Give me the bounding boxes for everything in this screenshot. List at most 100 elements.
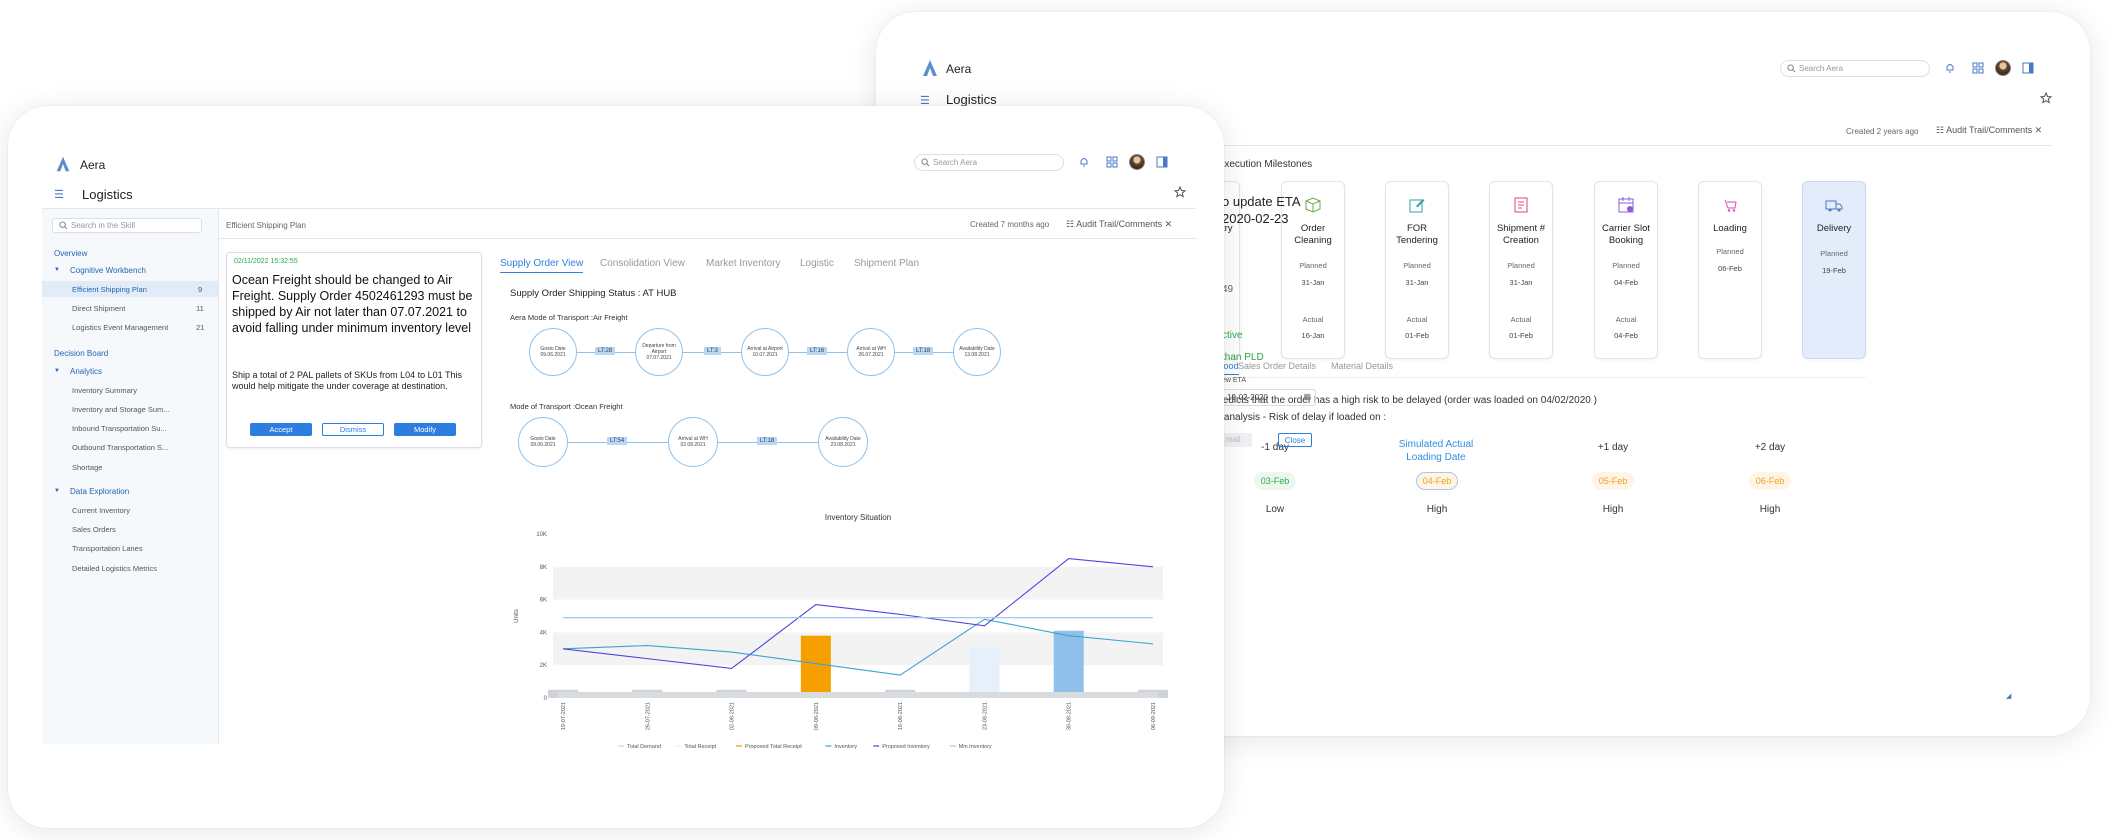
sidebar-decision-board[interactable]: Decision Board [54, 349, 109, 358]
y-tick-label: 2K [540, 663, 547, 669]
apps-grid-icon[interactable] [1972, 62, 1984, 74]
bell-icon[interactable] [1944, 62, 1956, 74]
legend-entry: Proposed Total Receipt [745, 744, 802, 750]
sidebar-item-exploration[interactable]: Current Inventory [72, 506, 130, 515]
tab-material-details[interactable]: Material Details [1331, 361, 1394, 371]
sidebar-cognitive-workbench[interactable]: Cognitive Workbench [70, 266, 146, 275]
dismiss-button[interactable]: Dismiss [322, 423, 384, 436]
sidebar-item-direct-shipment[interactable]: Direct Shipment [72, 304, 126, 313]
lead-time-badge: LT:3 [704, 347, 721, 355]
x-tick-label: 19-07-2021 [561, 702, 567, 730]
milestones-title: Logistics Execution Milestones [1176, 159, 1313, 170]
apps-grid-icon[interactable] [1106, 156, 1118, 168]
timeline-node: Departure from Airport 07.07.2021 [635, 328, 683, 376]
y-tick-label: 8K [540, 565, 547, 571]
tab-logistic[interactable]: Logistic [800, 258, 834, 269]
sidebar-item-logistics-event-management[interactable]: Logistics Event Management [72, 323, 169, 332]
star-icon[interactable] [2040, 92, 2052, 104]
x-tick-label: 02-08-2021 [730, 702, 736, 730]
eta-status-active: ctive [1222, 330, 1243, 341]
breadcrumb: Efficient Shipping Plan [226, 221, 306, 230]
y-tick-label: 4K [540, 630, 547, 636]
sidebar-analytics[interactable]: Analytics [70, 367, 103, 376]
sidebar-item-analytics[interactable]: Shortage [72, 463, 103, 472]
star-icon[interactable] [1174, 186, 1186, 198]
panel-toggle-icon[interactable] [1156, 156, 1168, 168]
avatar[interactable] [1129, 154, 1145, 170]
sidebar-item-analytics[interactable]: Inventory and Storage Sum... [72, 405, 170, 414]
sidebar-count: 9 [198, 285, 203, 294]
close-button[interactable]: Close [1278, 433, 1312, 447]
search-input[interactable]: Search Aera [914, 154, 1064, 171]
lead-time-badge: LT:18 [913, 347, 934, 355]
app-name: Aera [80, 158, 106, 172]
milestone-for-tendering: FOR Tendering Planned 31-Jan Actual 01-F… [1385, 181, 1449, 359]
timeline-node: Availability Date 13.08.2021 [953, 328, 1001, 376]
card-headline: Ocean Freight should be changed to Air F… [232, 273, 473, 335]
timeline-node: Availability Date 23.08.2021 [818, 417, 868, 467]
bar [969, 647, 1000, 698]
scenario-risk: Low [1265, 504, 1285, 515]
edit-icon [1409, 199, 1425, 213]
page-title: Logistics [82, 187, 133, 202]
menu-icon[interactable]: ☰ [920, 95, 930, 107]
avatar[interactable] [1995, 60, 2011, 76]
scenario-date-pill[interactable]: 05-Feb [1592, 472, 1634, 490]
x-tick-label: 09-08-2021 [814, 702, 820, 730]
scenario-date-pill[interactable]: 06-Feb [1749, 472, 1791, 490]
sidebar-item-active-bg [42, 281, 218, 297]
new-eta-field[interactable]: 19-02-2020 ▦ [1222, 389, 1316, 406]
timeline-node: Arrival at WH 26.07.2021 [847, 328, 895, 376]
modify-button[interactable]: Modify [394, 423, 456, 436]
list-icon: ☷ [1066, 219, 1075, 229]
sidebar-item-exploration[interactable]: Detailed Logistics Metrics [72, 564, 158, 573]
sidebar-data-exploration[interactable]: Data Exploration [70, 487, 130, 496]
scenario-date-pill[interactable]: 03-Feb [1254, 472, 1296, 490]
tab-sales-order-details[interactable]: Sales Order Details [1238, 361, 1317, 371]
sidebar-item-analytics[interactable]: Inventory Summary [72, 386, 138, 395]
sidebar-item-efficient-shipping-plan[interactable]: Efficient Shipping Plan [72, 285, 147, 294]
search-input[interactable]: Search Aera [1780, 60, 1930, 77]
accept-button[interactable]: Accept [250, 423, 312, 436]
calendar-icon[interactable]: ▦ [1303, 392, 1311, 401]
bell-icon[interactable] [1078, 156, 1090, 168]
lead-time-badge: LT:28 [595, 347, 616, 355]
panel-toggle-icon[interactable] [2022, 62, 2034, 74]
tab-consolidation-view[interactable]: Consolidation View [600, 258, 685, 269]
card-body: Ship a total of 2 PAL pallets of SKUs fr… [232, 370, 462, 391]
menu-icon[interactable]: ☰ [54, 189, 64, 201]
eta-headline-line2: 2020-02-23 [1222, 211, 1289, 226]
created-label: Created 7 months ago [970, 220, 1050, 229]
close-icon[interactable]: ✕ [1164, 219, 1173, 229]
search-icon [1787, 64, 1796, 73]
aera-logo-icon [56, 156, 70, 172]
eta-status-pld: than PLD [1222, 352, 1264, 363]
sidebar-item-exploration[interactable]: Transportation Lanes [72, 544, 143, 553]
chevron-down-icon[interactable]: ▼ [54, 267, 60, 273]
audit-trail-link[interactable]: ☷ Audit Trail/Comments ✕ [1936, 125, 2043, 135]
y-tick-label: 6K [540, 598, 547, 604]
close-icon[interactable]: ✕ [2034, 125, 2043, 135]
box-icon [1305, 197, 1321, 213]
timeline-node: Arrival at Airport 10.07.2021 [741, 328, 789, 376]
skill-search-input[interactable]: Search in the Skill [52, 218, 202, 233]
inventory-chart: Inventory Situation 0 2K 4K 6K 8K 10K Units 19-0… [514, 513, 1168, 750]
tab-market-inventory[interactable]: Market Inventory [706, 258, 781, 269]
audit-trail-link[interactable]: ☷ Audit Trail/Comments ✕ [1066, 219, 1173, 229]
email-button[interactable]: mail [1222, 433, 1252, 447]
milestone-carrier-slot-booking: Carrier Slot Booking Planned 04-Feb Actu… [1594, 181, 1658, 359]
eta-headline-line1: o update ETA [1222, 194, 1301, 209]
tab-supply-order-view[interactable]: Supply Order View [500, 258, 584, 273]
sidebar-item-analytics[interactable]: Inbound Transportation Su... [72, 424, 167, 433]
front-window: Aera ☰ Logistics Search Aera Search in t… [8, 106, 1224, 828]
tab-shipment-plan[interactable]: Shipment Plan [854, 258, 920, 269]
sidebar-overview[interactable]: Overview [54, 249, 88, 258]
sidebar-item-analytics[interactable]: Outbound Transportation S... [72, 443, 169, 452]
sidebar [42, 209, 218, 744]
sidebar-item-exploration[interactable]: Sales Orders [72, 525, 116, 534]
scenario-date-pill[interactable]: 04-Feb [1416, 472, 1458, 490]
document-icon [1514, 197, 1528, 213]
scenario-label: +2 day [1754, 442, 1786, 453]
chevron-down-icon[interactable]: ▼ [54, 488, 60, 494]
chevron-down-icon[interactable]: ▼ [54, 368, 60, 374]
